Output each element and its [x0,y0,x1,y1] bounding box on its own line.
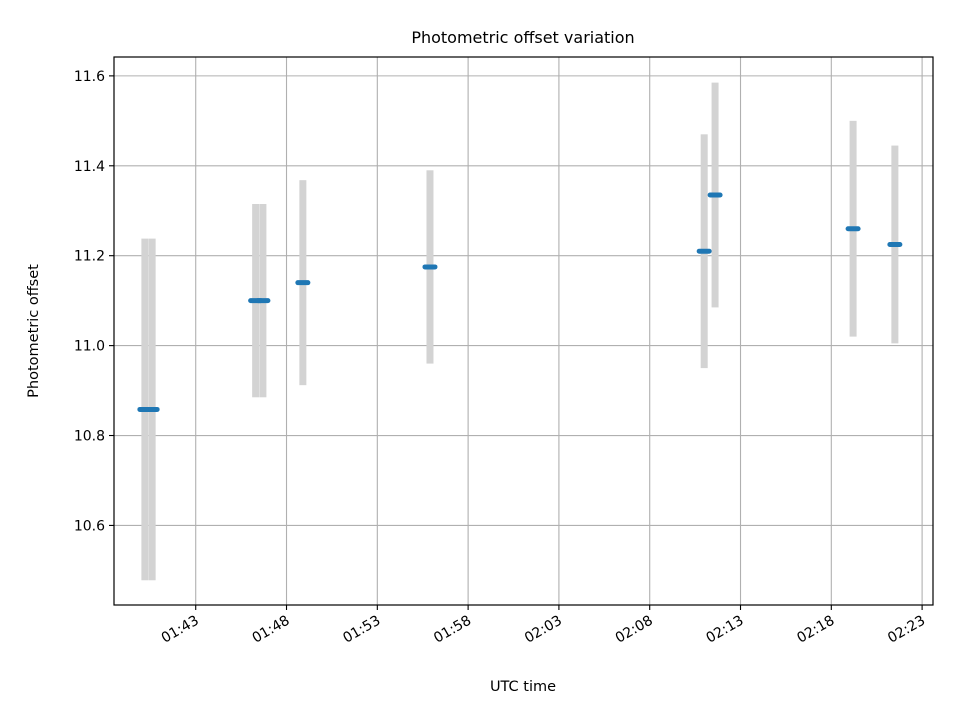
y-tick-label: 10.8 [74,429,105,445]
grid-lines [114,57,933,605]
y-tick-label: 11.0 [74,339,105,355]
x-axis-label: UTC time [490,679,556,695]
y-tick-label: 11.4 [74,159,105,175]
y-tick-label: 10.6 [74,518,105,534]
y-tick-label: 11.6 [74,69,105,85]
data-points [137,192,903,412]
chart-title: Photometric offset variation [411,28,634,47]
y-tick-label: 11.2 [74,249,105,265]
y-axis-label: Photometric offset [26,264,42,398]
plot-frame [113,56,934,606]
